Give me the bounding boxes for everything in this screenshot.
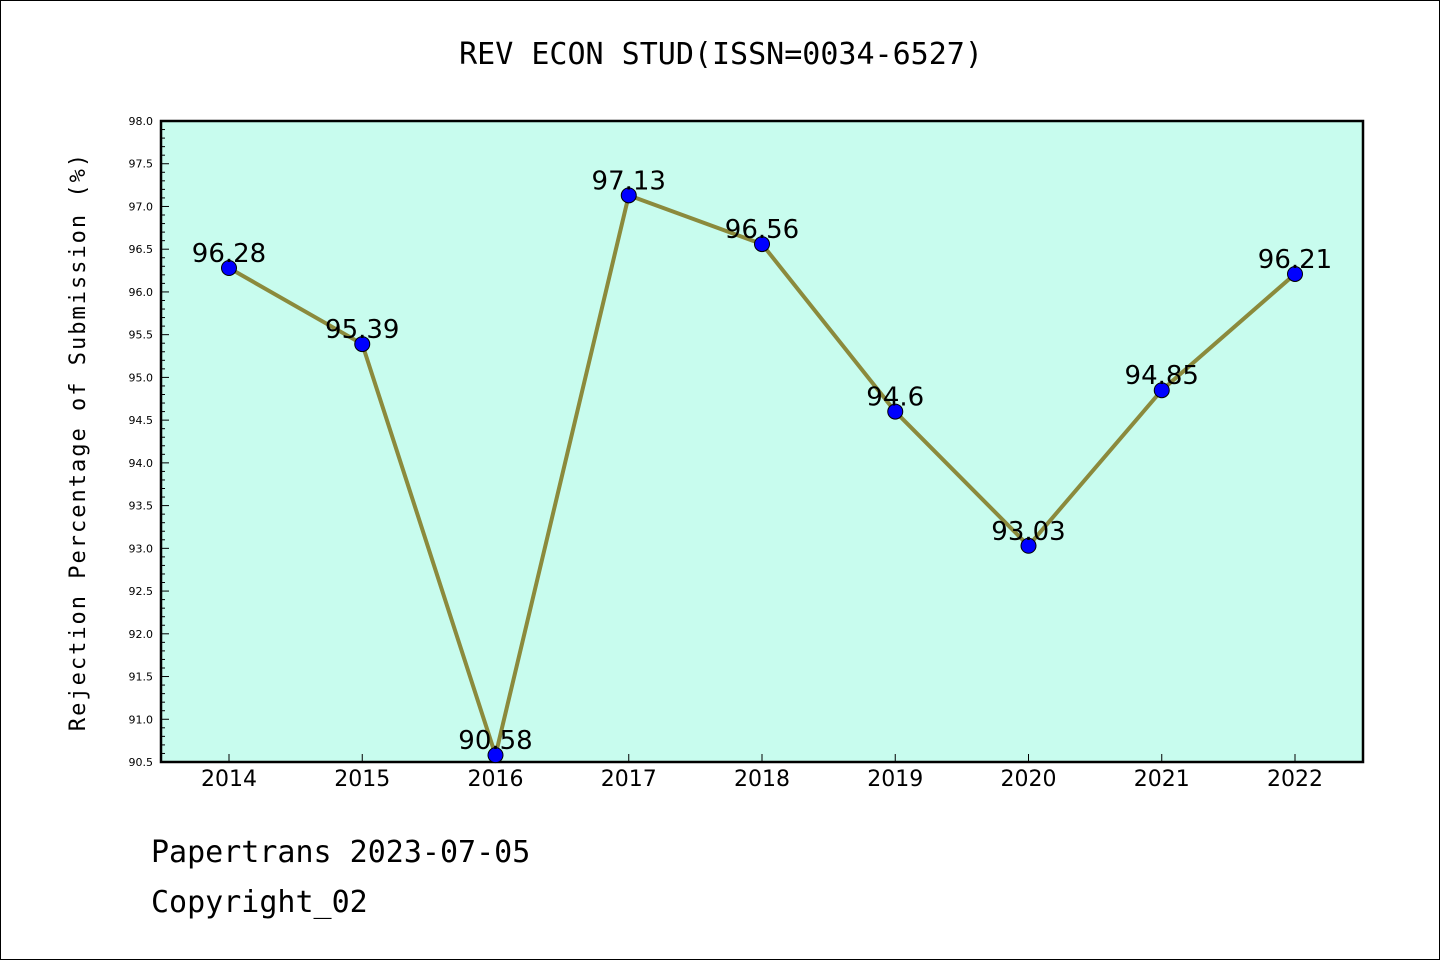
x-tick-label: 2017 bbox=[601, 767, 657, 792]
y-tick-label: 93.0 bbox=[129, 542, 154, 555]
data-point bbox=[221, 260, 237, 277]
data-point bbox=[1287, 265, 1303, 282]
data-label: 94.85 bbox=[1125, 361, 1199, 391]
y-tick-label: 95.0 bbox=[129, 371, 154, 384]
data-point bbox=[1020, 537, 1037, 554]
x-tick-label: 2022 bbox=[1267, 767, 1323, 792]
y-axis-label: Rejection Percentage of Submission (%) bbox=[66, 152, 91, 731]
y-tick-label: 92.5 bbox=[129, 585, 154, 598]
x-tick-label: 2019 bbox=[867, 767, 923, 792]
x-tick-label: 2018 bbox=[734, 767, 790, 792]
plot-area bbox=[159, 119, 1365, 764]
data-point bbox=[487, 747, 504, 764]
y-tick-label: 91.5 bbox=[129, 671, 154, 684]
x-tick-label: 2020 bbox=[1001, 767, 1057, 792]
y-tick-label: 90.5 bbox=[129, 756, 154, 769]
y-tick-label: 94.0 bbox=[129, 457, 154, 470]
data-label: 96.28 bbox=[192, 239, 266, 269]
x-tick-label: 2015 bbox=[334, 767, 390, 792]
data-label: 96.56 bbox=[725, 215, 799, 245]
data-label: 93.03 bbox=[991, 517, 1065, 547]
y-tick-label: 97.5 bbox=[129, 158, 154, 171]
y-tick-label: 97.0 bbox=[129, 200, 154, 213]
y-tick-label: 93.5 bbox=[129, 500, 154, 513]
x-axis-ticks: 2014 2015 2016 2017 2018 2019 2020 2021 2022 bbox=[201, 754, 1323, 792]
y-tick-label: 96.5 bbox=[129, 243, 154, 256]
data-points bbox=[221, 187, 1303, 764]
y-tick-label: 92.0 bbox=[129, 628, 154, 641]
chart-title: REV ECON STUD(ISSN=0034-6527) bbox=[459, 37, 983, 72]
y-tick-label: 96.0 bbox=[129, 286, 154, 299]
y-tick-label: 98.0 bbox=[129, 115, 154, 128]
data-label: 94.6 bbox=[866, 383, 924, 413]
data-point bbox=[1153, 382, 1170, 399]
footer-date: Papertrans 2023-07-05 bbox=[151, 835, 531, 870]
y-axis-ticks: 90.5 91.0 91.5 92.0 92.5 93.0 93.5 94.0 94.5 95.0… bbox=[129, 115, 169, 769]
x-tick-label: 2016 bbox=[468, 767, 524, 792]
x-tick-label: 2014 bbox=[201, 767, 257, 792]
data-label: 90.58 bbox=[458, 726, 532, 756]
data-labels: 96.28 95.39 90.58 97.13 96.56 94.6 93.03 94.85 9… bbox=[192, 166, 1332, 756]
data-label: 95.39 bbox=[325, 315, 399, 345]
data-point bbox=[887, 403, 904, 420]
x-tick-label: 2021 bbox=[1134, 767, 1190, 792]
data-point bbox=[354, 336, 371, 353]
data-point bbox=[754, 236, 770, 253]
data-label: 97.13 bbox=[592, 166, 666, 196]
footer-copyright: Copyright_02 bbox=[151, 885, 368, 920]
data-point bbox=[620, 187, 637, 204]
y-tick-label: 94.5 bbox=[129, 414, 154, 427]
y-tick-label: 95.5 bbox=[129, 329, 154, 342]
data-label: 96.21 bbox=[1258, 245, 1332, 275]
y-tick-label: 91.0 bbox=[129, 713, 154, 726]
